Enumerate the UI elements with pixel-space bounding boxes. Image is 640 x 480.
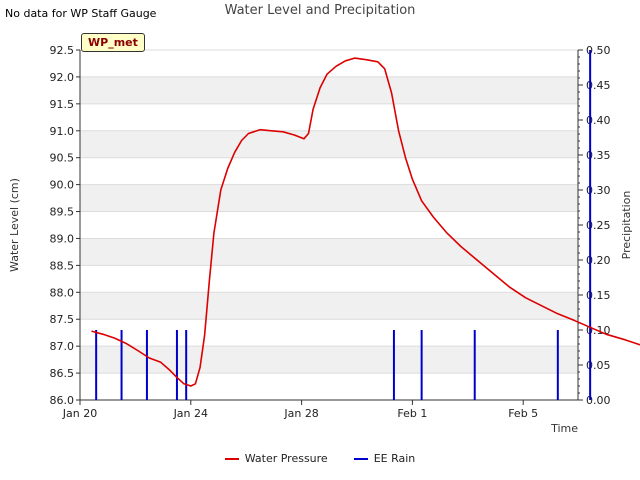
y-tick-label: 88.0 xyxy=(50,286,75,299)
station-badge: WP_met xyxy=(81,33,145,52)
plot-band xyxy=(80,184,578,212)
y-tick-label: 88.5 xyxy=(50,259,75,272)
y-tick-label: 92.5 xyxy=(50,44,75,57)
y2-tick-label: 0.35 xyxy=(586,149,611,162)
y-tick-label: 90.5 xyxy=(50,152,75,165)
legend-item-water-pressure: Water Pressure xyxy=(224,452,328,465)
legend-item-ee-rain: EE Rain xyxy=(353,452,416,465)
legend-swatch-water-pressure xyxy=(224,457,239,460)
no-data-note: No data for WP Staff Gauge xyxy=(5,7,157,20)
plot-band xyxy=(80,238,578,266)
y-tick-label: 91.5 xyxy=(50,98,75,111)
legend-swatch-ee-rain xyxy=(353,457,368,460)
legend-label-ee-rain: EE Rain xyxy=(373,452,416,465)
plot-band xyxy=(80,346,578,374)
y-tick-label: 86.0 xyxy=(50,394,75,407)
y-tick-label: 89.5 xyxy=(50,206,75,219)
plot-band xyxy=(80,292,578,320)
y-tick-label: 92.0 xyxy=(50,71,75,84)
y2-tick-label: 0.05 xyxy=(586,359,611,372)
x-tick-label: Feb 5 xyxy=(508,407,538,420)
x-tick-label: Feb 1 xyxy=(397,407,427,420)
y2-tick-label: 0.50 xyxy=(586,44,611,57)
y2-tick-label: 0.25 xyxy=(586,219,611,232)
chart-legend: Water Pressure EE Rain xyxy=(0,452,640,465)
y2-tick-label: 0.45 xyxy=(586,79,611,92)
water-pressure-line xyxy=(91,57,640,387)
legend-label-water-pressure: Water Pressure xyxy=(244,452,328,465)
y-tick-label: 86.5 xyxy=(50,367,75,380)
y2-tick-label: 0.20 xyxy=(586,254,611,267)
x-tick-label: Jan 28 xyxy=(283,407,318,420)
plot-band xyxy=(80,76,578,104)
chart-title: Water Level and Precipitation xyxy=(224,3,416,18)
x-axis-title: Time xyxy=(550,422,578,435)
y-tick-label: 90.0 xyxy=(50,179,75,192)
y-tick-label: 87.0 xyxy=(50,340,75,353)
y-axis-title: Water Level (cm) xyxy=(8,178,21,272)
y2-tick-label: 0.30 xyxy=(586,184,611,197)
x-tick-label: Jan 20 xyxy=(62,407,97,420)
y-tick-label: 89.0 xyxy=(50,232,75,245)
y2-axis-title: Precipitation xyxy=(620,191,633,260)
y-tick-label: 91.0 xyxy=(50,125,75,138)
y-tick-label: 87.5 xyxy=(50,313,75,326)
x-tick-label: Jan 24 xyxy=(173,407,208,420)
y2-tick-label: 0.40 xyxy=(586,114,611,127)
y2-tick-label: 0.00 xyxy=(586,394,611,407)
plot-band xyxy=(80,130,578,158)
y2-tick-label: 0.15 xyxy=(586,289,611,302)
